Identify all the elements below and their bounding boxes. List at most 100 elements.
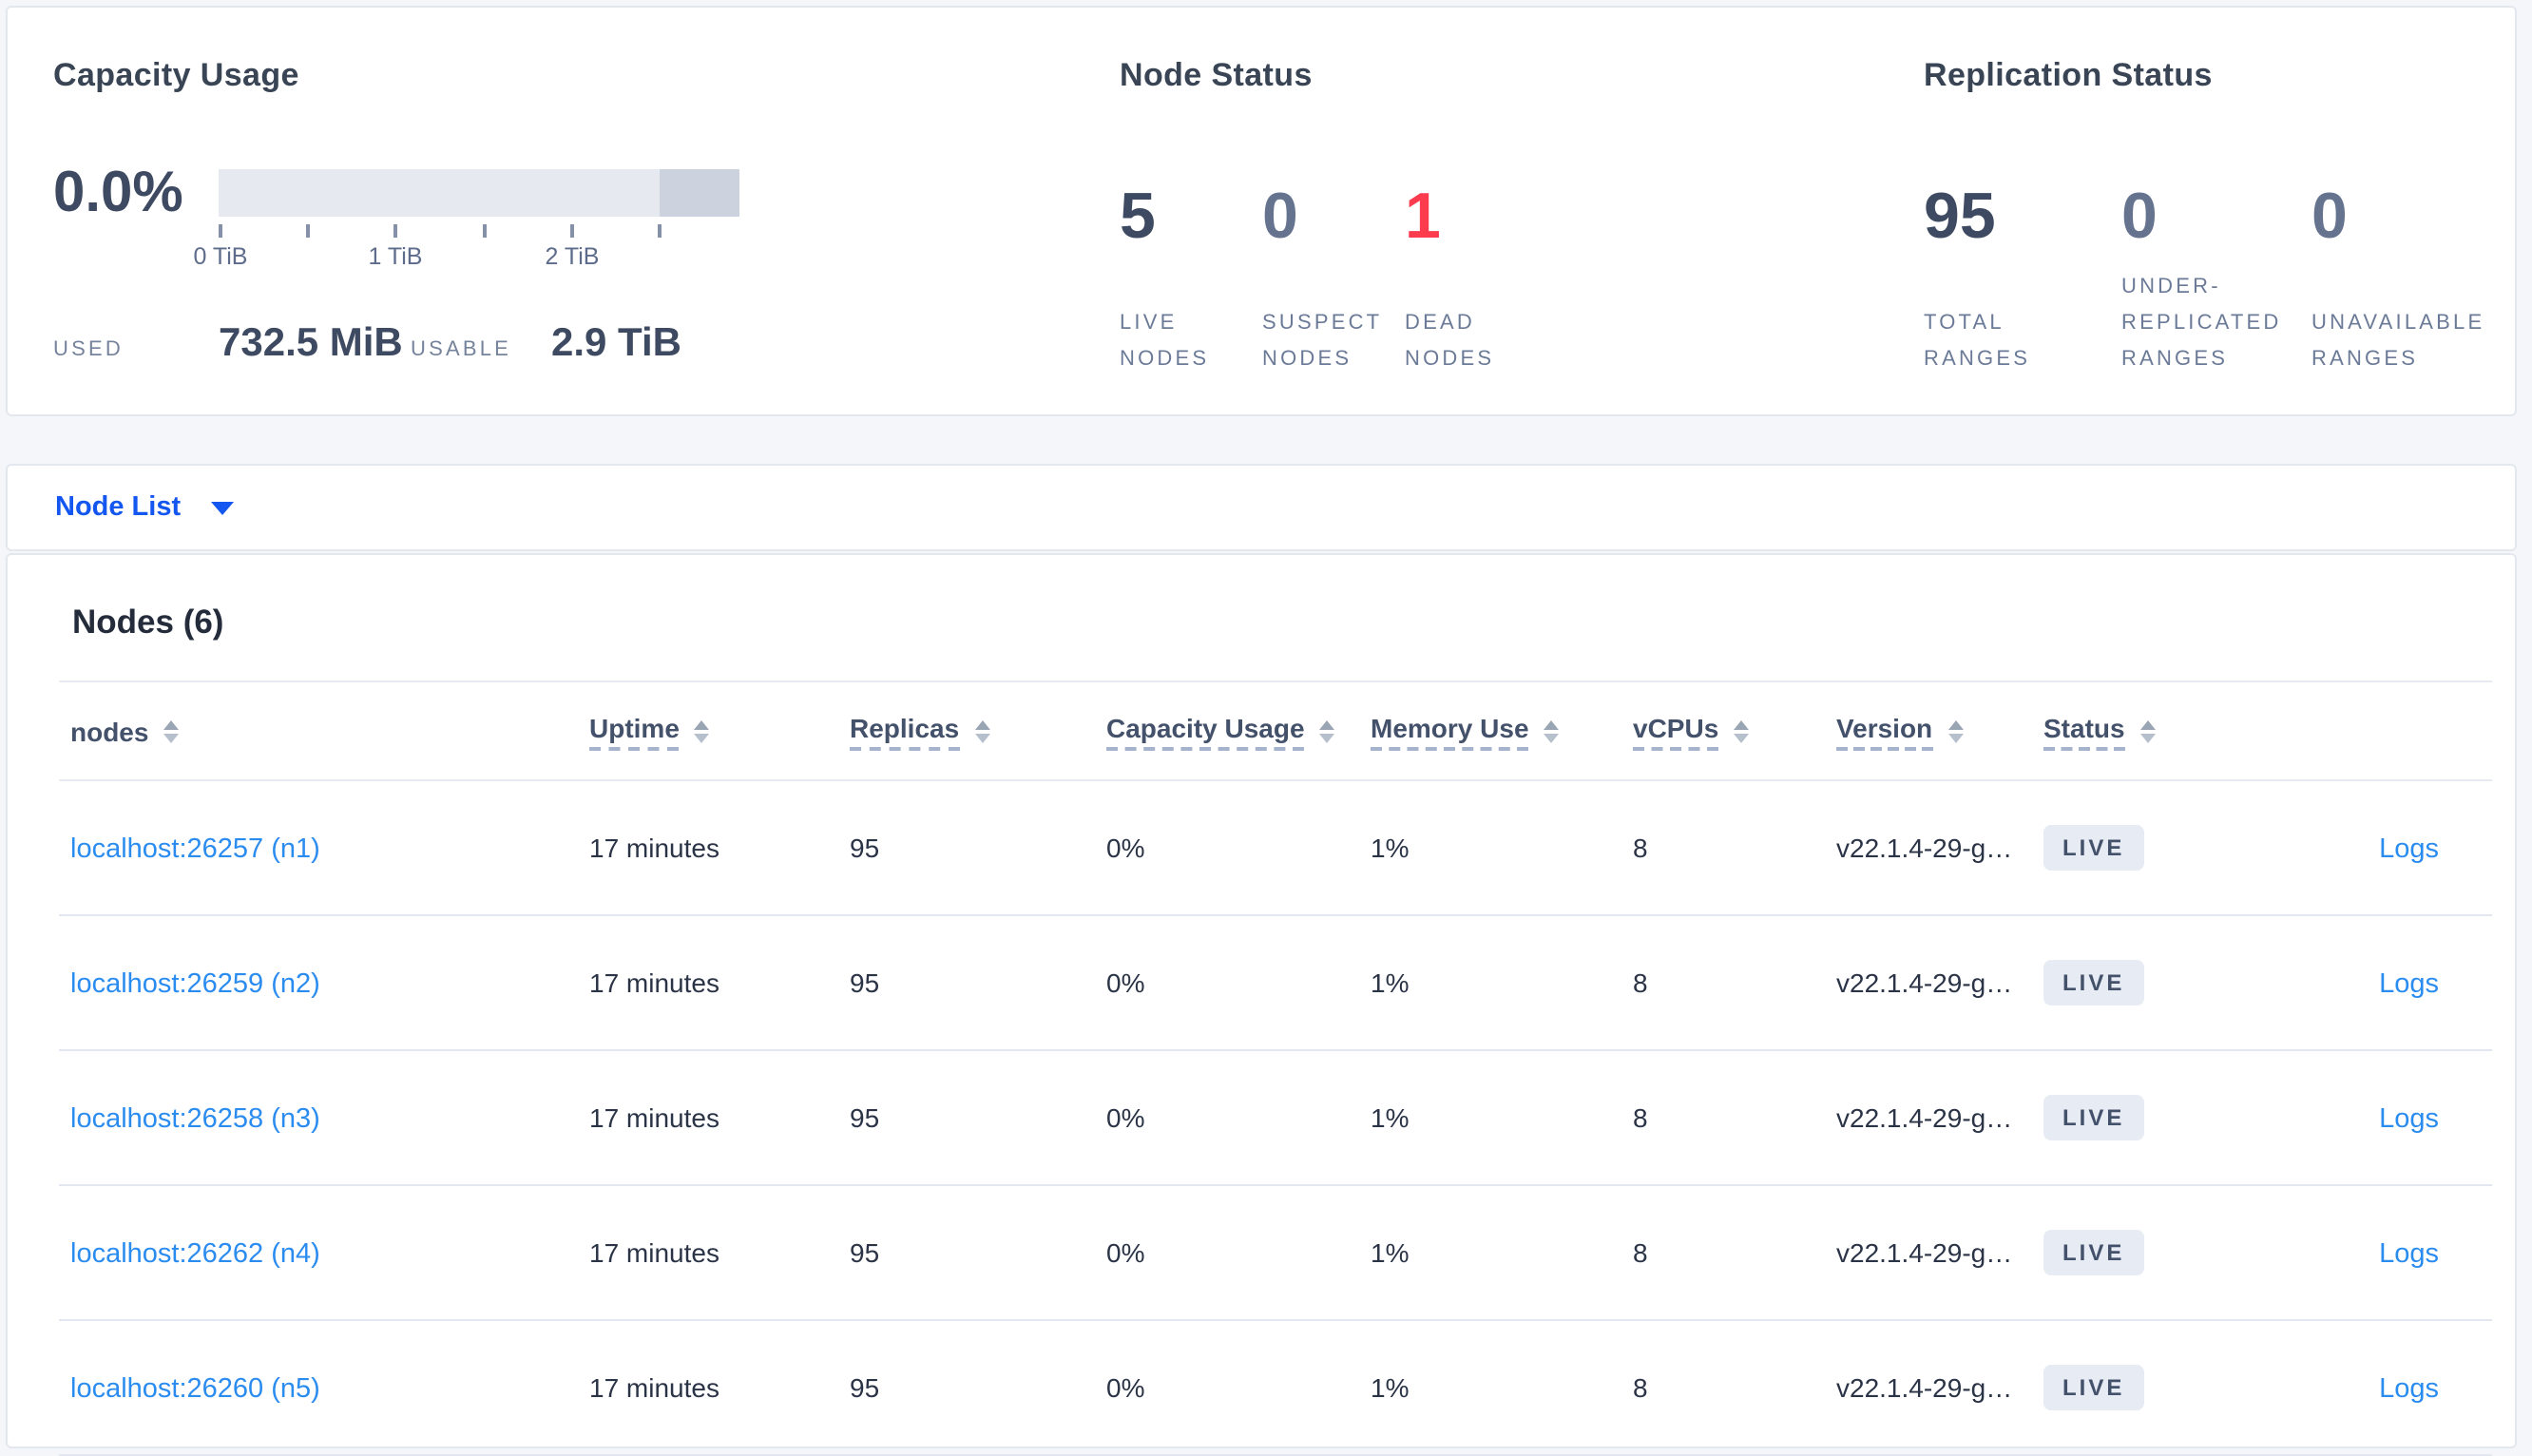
table-row: localhost:26260 (n5) 17 minutes 95 0% 1%… (59, 1321, 2492, 1456)
sort-icon (163, 719, 180, 742)
node-link[interactable]: localhost:26262 (n4) (70, 1238, 320, 1269)
capacity-usage-cell: 0% (1106, 1372, 1145, 1403)
sort-icon (2139, 719, 2156, 742)
sort-icon (1734, 719, 1750, 742)
usable-value: 2.9 TiB (551, 321, 681, 365)
total-ranges-count: 95 (1924, 181, 1996, 253)
nodes-table: nodes Uptime Replicas Capacity Usage Mem… (59, 680, 2492, 1456)
unavailable-ranges-label: UNAVAILABLE RANGES (2311, 312, 2485, 371)
column-header-vcpus[interactable]: vCPUs (1633, 712, 1836, 750)
column-header-nodes[interactable]: nodes (59, 716, 589, 746)
replicas-cell: 95 (850, 967, 880, 998)
memory-use-cell: 1% (1371, 967, 1410, 998)
total-ranges-label: TOTAL RANGES (1924, 312, 2031, 371)
dead-nodes-label: DEAD NODES (1405, 312, 1495, 371)
replicas-cell: 95 (850, 833, 880, 863)
capacity-percent: 0.0% (53, 162, 183, 224)
live-nodes-metric: 5 LIVE NODES (1120, 179, 1314, 378)
status-badge: LIVE (2043, 1365, 2144, 1410)
replication-status-title: Replication Status (1924, 57, 2213, 93)
replicas-cell: 95 (850, 1372, 880, 1403)
logs-link[interactable]: Logs (2379, 1103, 2439, 1134)
replicas-cell: 95 (850, 1237, 880, 1268)
used-value: 732.5 MiB (219, 321, 403, 365)
vcpus-cell: 8 (1633, 1102, 1648, 1133)
total-ranges-metric: 95 TOTAL RANGES (1924, 179, 2118, 378)
version-cell: v22.1.4-29-g… (1836, 1237, 2013, 1268)
nodes-table-title: Nodes (6) (72, 603, 224, 641)
live-nodes-label: LIVE NODES (1120, 312, 1210, 371)
nodes-table-panel: Nodes (6) nodes Uptime Replicas Capacity… (6, 553, 2517, 1456)
suspect-nodes-metric: 0 SUSPECT NODES (1262, 179, 1456, 378)
sort-icon (694, 719, 710, 742)
status-badge: LIVE (2043, 1230, 2144, 1275)
table-row: localhost:26259 (n2) 17 minutes 95 0% 1%… (59, 916, 2492, 1051)
memory-use-cell: 1% (1371, 1372, 1410, 1403)
sort-icon (1947, 719, 1964, 742)
chevron-down-icon (211, 501, 235, 514)
node-link[interactable]: localhost:26259 (n2) (70, 968, 320, 999)
replicas-cell: 95 (850, 1102, 880, 1133)
table-row: localhost:26262 (n4) 17 minutes 95 0% 1%… (59, 1186, 2492, 1321)
vcpus-cell: 8 (1633, 967, 1648, 998)
capacity-axis-tick (393, 224, 397, 238)
logs-link[interactable]: Logs (2379, 833, 2439, 864)
column-header-version[interactable]: Version (1836, 712, 2043, 750)
logs-link[interactable]: Logs (2379, 1238, 2439, 1269)
capacity-usage-title: Capacity Usage (53, 57, 299, 93)
node-link[interactable]: localhost:26257 (n1) (70, 833, 320, 864)
node-link[interactable]: localhost:26260 (n5) (70, 1373, 320, 1404)
capacity-usage-bar (219, 169, 739, 217)
node-link[interactable]: localhost:26258 (n3) (70, 1103, 320, 1134)
table-row: localhost:26258 (n3) 17 minutes 95 0% 1%… (59, 1051, 2492, 1186)
memory-use-cell: 1% (1371, 833, 1410, 863)
memory-use-cell: 1% (1371, 1102, 1410, 1133)
under-replicated-ranges-label: UNDER- REPLICATED RANGES (2121, 276, 2282, 371)
sort-icon (1544, 719, 1560, 742)
suspect-nodes-count: 0 (1262, 181, 1298, 253)
capacity-axis-tick (483, 224, 487, 238)
under-replicated-ranges-metric: 0 UNDER- REPLICATED RANGES (2121, 179, 2315, 378)
version-cell: v22.1.4-29-g… (1836, 967, 2013, 998)
nodes-table-body: localhost:26257 (n1) 17 minutes 95 0% 1%… (59, 781, 2492, 1456)
uptime-cell: 17 minutes (589, 833, 719, 863)
node-list-dropdown-label: Node List (55, 492, 182, 523)
column-header-replicas[interactable]: Replicas (850, 712, 1106, 750)
capacity-axis-label: 0 TiB (193, 243, 248, 270)
capacity-usage-cell: 0% (1106, 833, 1145, 863)
version-cell: v22.1.4-29-g… (1836, 833, 2013, 863)
column-header-uptime[interactable]: Uptime (589, 712, 850, 750)
vcpus-cell: 8 (1633, 1372, 1648, 1403)
logs-link[interactable]: Logs (2379, 968, 2439, 999)
dead-nodes-count: 1 (1405, 181, 1441, 253)
uptime-cell: 17 minutes (589, 1372, 719, 1403)
capacity-axis-label: 2 TiB (545, 243, 600, 270)
unavailable-ranges-count: 0 (2311, 181, 2348, 253)
under-replicated-ranges-count: 0 (2121, 181, 2158, 253)
status-badge: LIVE (2043, 960, 2144, 1006)
capacity-usage-cell: 0% (1106, 1237, 1145, 1268)
capacity-axis-tick (219, 224, 222, 238)
column-header-memory-use[interactable]: Memory Use (1371, 712, 1633, 750)
capacity-usage-cell: 0% (1106, 967, 1145, 998)
node-status-title: Node Status (1120, 57, 1313, 93)
capacity-axis-tick (306, 224, 310, 238)
used-label: USED (53, 338, 124, 361)
version-cell: v22.1.4-29-g… (1836, 1372, 2013, 1403)
capacity-usage-cell: 0% (1106, 1102, 1145, 1133)
logs-link[interactable]: Logs (2379, 1373, 2439, 1404)
node-list-dropdown[interactable]: Node List (55, 492, 235, 523)
column-header-status[interactable]: Status (2043, 712, 2234, 750)
status-badge: LIVE (2043, 1095, 2144, 1140)
capacity-axis-label: 1 TiB (368, 243, 423, 270)
capacity-axis-tick (570, 224, 574, 238)
dead-nodes-metric: 1 DEAD NODES (1405, 179, 1599, 378)
cluster-summary-panel: Capacity Usage 0.0% 0 TiB 1 TiB 2 TiB US… (6, 6, 2517, 416)
usable-label: USABLE (411, 338, 512, 361)
column-header-capacity-usage[interactable]: Capacity Usage (1106, 712, 1371, 750)
unavailable-ranges-metric: 0 UNAVAILABLE RANGES (2311, 179, 2505, 378)
version-cell: v22.1.4-29-g… (1836, 1102, 2013, 1133)
capacity-bar-dark-segment (660, 169, 739, 217)
vcpus-cell: 8 (1633, 1237, 1648, 1268)
